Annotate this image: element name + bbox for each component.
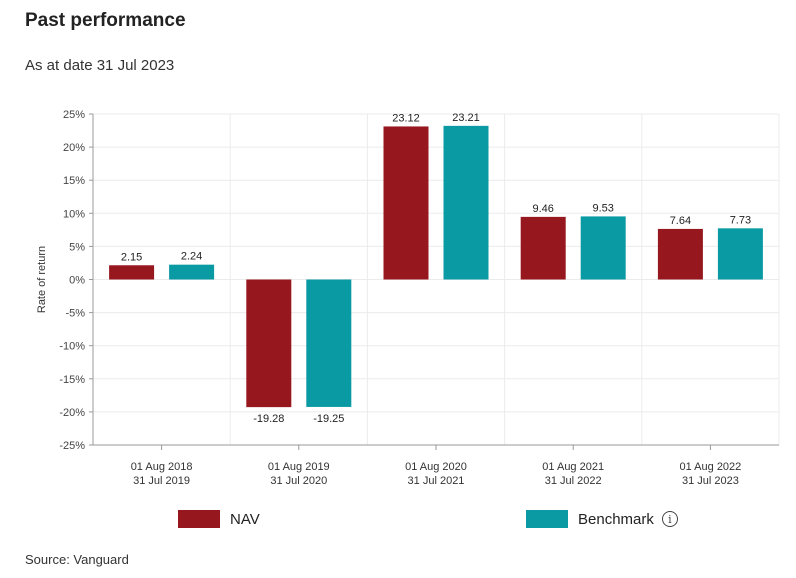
y-tick-label: -20% bbox=[59, 407, 85, 419]
data-label: 9.46 bbox=[532, 203, 553, 215]
legend-benchmark-label: Benchmark bbox=[578, 510, 654, 528]
x-tick-label: 01 Aug 2022 bbox=[680, 461, 742, 473]
benchmark-bar bbox=[169, 264, 215, 280]
benchmark-swatch bbox=[526, 510, 568, 528]
y-tick-label: -10% bbox=[59, 341, 85, 353]
data-label: -19.25 bbox=[313, 413, 344, 425]
data-label: 9.53 bbox=[592, 202, 613, 214]
benchmark-bar bbox=[443, 125, 489, 280]
x-tick-label: 01 Aug 2021 bbox=[542, 461, 604, 473]
benchmark-bar bbox=[717, 228, 763, 280]
x-tick-label: 31 Jul 2023 bbox=[682, 475, 739, 487]
nav-bar bbox=[109, 265, 155, 280]
nav-bar bbox=[657, 228, 703, 280]
legend-benchmark[interactable]: Benchmark i bbox=[526, 508, 678, 530]
x-tick-label: 01 Aug 2019 bbox=[268, 461, 330, 473]
x-tick-label: 31 Jul 2020 bbox=[270, 475, 327, 487]
y-tick-label: 10% bbox=[63, 208, 85, 220]
source-note: Source: Vanguard bbox=[25, 552, 129, 567]
y-axis-label: Rate of return bbox=[36, 246, 48, 313]
y-tick-label: 0% bbox=[69, 275, 85, 287]
y-tick-label: 20% bbox=[63, 142, 85, 154]
x-tick-label: 31 Jul 2021 bbox=[408, 475, 465, 487]
data-label: 7.64 bbox=[670, 215, 691, 227]
nav-bar bbox=[520, 216, 566, 280]
benchmark-bar bbox=[306, 279, 352, 407]
x-tick-label: 31 Jul 2019 bbox=[133, 475, 190, 487]
benchmark-bar bbox=[580, 216, 626, 280]
nav-bar bbox=[246, 279, 292, 408]
data-label: 23.12 bbox=[392, 112, 420, 124]
data-label: 7.73 bbox=[730, 214, 751, 226]
info-circle-icon[interactable]: i bbox=[661, 511, 678, 527]
page-title: Past performance bbox=[25, 10, 186, 31]
data-label: -19.28 bbox=[253, 413, 284, 425]
x-tick-label: 01 Aug 2020 bbox=[405, 461, 467, 473]
data-label: 2.24 bbox=[181, 251, 202, 263]
as-at-date: As at date 31 Jul 2023 bbox=[25, 57, 175, 74]
legend-nav-label: NAV bbox=[230, 510, 260, 528]
y-tick-label: -5% bbox=[65, 308, 85, 320]
legend-nav[interactable]: NAV bbox=[178, 508, 260, 530]
y-tick-label: -15% bbox=[59, 374, 85, 386]
nav-bar bbox=[383, 126, 429, 280]
y-tick-label: 5% bbox=[69, 241, 85, 253]
performance-bar-chart: 25% 20% 15% 10% 5% 0% -5% -10% -15% -20% -25% Rate … bbox=[36, 109, 780, 487]
data-label: 2.15 bbox=[121, 251, 142, 263]
y-tick-label: 25% bbox=[63, 109, 85, 121]
data-label: 23.21 bbox=[452, 112, 480, 124]
y-tick-label: 15% bbox=[63, 175, 85, 187]
x-tick-label: 01 Aug 2018 bbox=[131, 461, 193, 473]
nav-swatch bbox=[178, 510, 220, 528]
y-tick-label: -25% bbox=[59, 440, 85, 452]
x-tick-label: 31 Jul 2022 bbox=[545, 475, 602, 487]
